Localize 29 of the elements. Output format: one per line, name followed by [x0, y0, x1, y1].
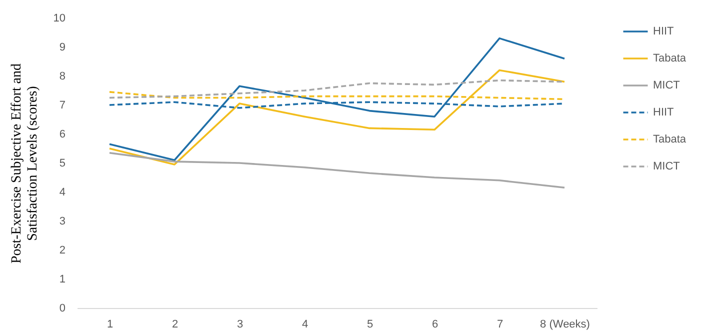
y-tick-label: 3	[59, 216, 66, 228]
y-tick-label: 2	[59, 244, 66, 256]
y-tick-label: 10	[53, 12, 66, 24]
line-series	[108, 152, 566, 189]
x-tick-label: 7	[496, 318, 504, 330]
y-tick-label: 9	[59, 42, 66, 54]
y-axis-title: Post-Exercise Subjective Effort and Satisfaction Levels (scores)	[9, 64, 40, 264]
y-tick-label: 6	[59, 128, 66, 140]
x-tick-label: 3	[236, 318, 244, 330]
legend-label: Tabata	[653, 52, 687, 64]
x-tick-label: 1	[106, 318, 114, 330]
y-tick-label: 4	[59, 186, 66, 198]
y-tick-label: 7	[59, 100, 66, 112]
x-tick-label: 2	[172, 318, 178, 330]
y-tick-label: 8	[59, 70, 66, 82]
x-tick-label: 5	[366, 318, 374, 330]
x-tick-label: 4	[302, 318, 308, 330]
y-tick-label: 5	[59, 158, 66, 170]
y-tick-label: 1	[59, 274, 66, 286]
x-tick-label: 6	[432, 318, 438, 330]
legend-label: Tabata	[653, 134, 687, 146]
line-series	[108, 37, 566, 161]
x-tick-label: 8 (Weeks)	[540, 318, 590, 330]
legend-label: MICT	[653, 160, 680, 172]
legend-label: HIIT	[653, 26, 674, 38]
line-series	[108, 69, 566, 166]
y-tick-label: 0	[59, 302, 66, 314]
legend-label: MICT	[653, 80, 680, 92]
legend-label: HIIT	[653, 106, 674, 118]
